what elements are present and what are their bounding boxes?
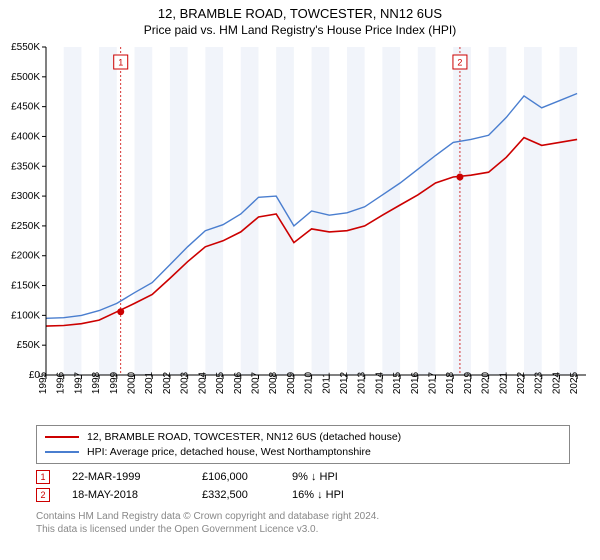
transaction-date: 22-MAR-1999 (72, 471, 202, 483)
svg-text:£250K: £250K (11, 221, 40, 232)
transactions-table: 1 22-MAR-1999 £106,000 9% ↓ HPI 2 18-MAY… (36, 468, 570, 504)
chart-svg: £0£50K£100K£150K£200K£250K£300K£350K£400… (0, 41, 600, 421)
svg-text:£400K: £400K (11, 131, 40, 142)
legend-item: 12, BRAMBLE ROAD, TOWCESTER, NN12 6US (d… (45, 430, 561, 445)
legend-swatch (45, 436, 79, 438)
svg-text:2: 2 (457, 58, 462, 68)
legend-label: HPI: Average price, detached house, West… (87, 445, 371, 460)
footer: Contains HM Land Registry data © Crown c… (36, 510, 570, 536)
legend-label: 12, BRAMBLE ROAD, TOWCESTER, NN12 6US (d… (87, 430, 401, 445)
transaction-price: £332,500 (202, 489, 292, 501)
svg-text:1: 1 (118, 58, 123, 68)
transaction-marker: 1 (36, 470, 50, 484)
footer-line: Contains HM Land Registry data © Crown c… (36, 510, 570, 523)
transaction-marker: 2 (36, 488, 50, 502)
svg-text:£150K: £150K (11, 281, 40, 292)
svg-text:£350K: £350K (11, 161, 40, 172)
page-title: 12, BRAMBLE ROAD, TOWCESTER, NN12 6US (0, 0, 600, 21)
svg-text:£200K: £200K (11, 251, 40, 262)
transaction-diff: 16% ↓ HPI (292, 489, 402, 501)
svg-text:£500K: £500K (11, 72, 40, 83)
transaction-row: 2 18-MAY-2018 £332,500 16% ↓ HPI (36, 486, 570, 504)
svg-text:£450K: £450K (11, 102, 40, 113)
price-chart: £0£50K£100K£150K£200K£250K£300K£350K£400… (0, 41, 600, 421)
svg-text:£550K: £550K (11, 42, 40, 53)
transaction-diff: 9% ↓ HPI (292, 471, 402, 483)
transaction-price: £106,000 (202, 471, 292, 483)
legend-item: HPI: Average price, detached house, West… (45, 445, 561, 460)
footer-line: This data is licensed under the Open Gov… (36, 523, 570, 536)
svg-text:£300K: £300K (11, 191, 40, 202)
svg-text:£100K: £100K (11, 310, 40, 321)
page-subtitle: Price paid vs. HM Land Registry's House … (0, 21, 600, 41)
legend-swatch (45, 451, 79, 453)
legend: 12, BRAMBLE ROAD, TOWCESTER, NN12 6US (d… (36, 425, 570, 464)
transaction-row: 1 22-MAR-1999 £106,000 9% ↓ HPI (36, 468, 570, 486)
transaction-date: 18-MAY-2018 (72, 489, 202, 501)
svg-text:£50K: £50K (17, 340, 41, 351)
